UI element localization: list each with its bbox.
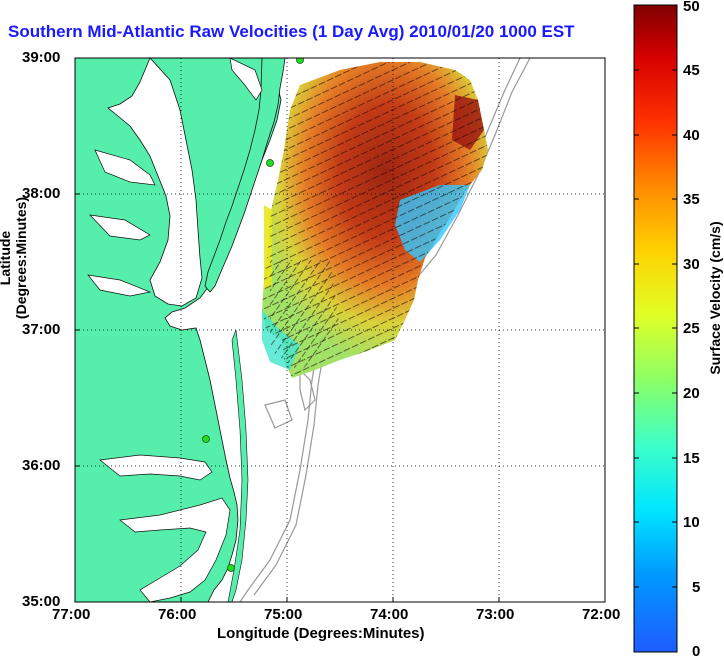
chesapeake-bay — [107, 58, 203, 307]
colorbar-tick-label: 20 — [683, 385, 700, 402]
colorbar-tick-label: 5 — [692, 579, 701, 596]
x-axis-label: Longitude (Degrees:Minutes) — [217, 625, 425, 642]
y-tick-label: 37:00 — [22, 321, 61, 338]
colorbar-tick-label: 0 — [692, 643, 701, 660]
y-tick-label: 35:00 — [22, 593, 61, 610]
colorbar-ticks — [634, 69, 677, 588]
colorbar-tick-label: 15 — [683, 450, 700, 467]
x-tick-label: 73:00 — [476, 606, 515, 623]
colorbar — [633, 4, 678, 653]
map-title: Southern Mid-Atlantic Raw Velocities (1 … — [8, 22, 575, 41]
radar-stations — [202, 58, 304, 572]
colorbar-tick-label: 30 — [683, 256, 700, 273]
x-tick-label: 72:00 — [582, 606, 621, 623]
station-marker — [266, 159, 274, 167]
station-marker — [202, 435, 210, 443]
y-tick-label: 39:00 — [22, 49, 61, 66]
colorbar-tick-label: 35 — [683, 191, 700, 208]
velocity-field — [262, 62, 488, 378]
station-marker — [227, 564, 235, 572]
y-axis-label: Latitude (Degrees:Minutes) — [0, 196, 29, 320]
colorbar-tick-label: 25 — [683, 320, 700, 337]
station-marker — [296, 58, 304, 64]
grid — [75, 58, 605, 602]
colorbar-label: Surface Velocity (cm/s) — [707, 221, 723, 375]
colorbar-tick-label: 40 — [683, 127, 700, 144]
y-tick-label: 36:00 — [22, 457, 61, 474]
x-tick-label: 76:00 — [158, 606, 197, 623]
colorbar-tick-label: 50 — [683, 0, 700, 15]
colorbar-tick-label: 45 — [683, 62, 700, 79]
colorbar-tick-label: 10 — [683, 514, 700, 531]
y-tick-label: 38:00 — [22, 185, 61, 202]
x-tick-label: 75:00 — [264, 606, 303, 623]
x-tick-label: 74:00 — [370, 606, 409, 623]
tick-marks — [75, 193, 500, 602]
x-tick-label: 77:00 — [52, 606, 91, 623]
